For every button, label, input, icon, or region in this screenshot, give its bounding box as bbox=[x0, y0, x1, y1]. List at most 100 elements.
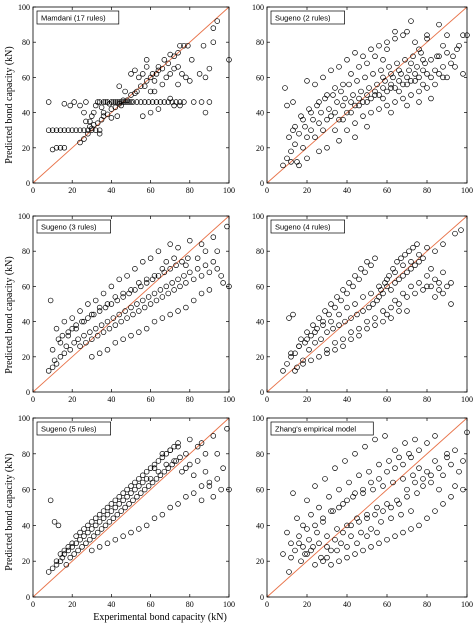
data-point bbox=[108, 115, 115, 121]
data-point bbox=[396, 276, 402, 283]
data-point bbox=[187, 436, 193, 443]
data-point bbox=[444, 50, 450, 56]
data-point bbox=[71, 339, 77, 346]
data-point bbox=[155, 273, 162, 279]
data-point bbox=[300, 116, 306, 123]
data-point bbox=[96, 130, 103, 137]
data-point bbox=[161, 468, 168, 475]
data-point bbox=[206, 269, 213, 276]
data-point bbox=[112, 104, 119, 111]
data-point bbox=[444, 74, 450, 81]
data-point bbox=[360, 490, 366, 496]
panel-label-box bbox=[36, 10, 120, 25]
data-point bbox=[440, 501, 446, 507]
data-point bbox=[96, 519, 103, 525]
data-point bbox=[352, 50, 358, 56]
data-point bbox=[412, 479, 418, 486]
data-point bbox=[380, 318, 386, 325]
data-point bbox=[334, 526, 340, 532]
data-point bbox=[388, 515, 394, 521]
data-point bbox=[376, 92, 382, 98]
plot-frame bbox=[266, 417, 468, 598]
data-point bbox=[73, 533, 79, 539]
data-point bbox=[202, 451, 209, 457]
data-point bbox=[382, 433, 388, 439]
data-point bbox=[53, 325, 60, 332]
data-point bbox=[306, 536, 312, 543]
data-point bbox=[145, 483, 152, 489]
data-point bbox=[145, 294, 152, 300]
data-point bbox=[394, 497, 400, 504]
x-tick-label: 60 bbox=[147, 600, 155, 609]
data-point bbox=[340, 287, 346, 293]
data-point bbox=[194, 255, 201, 261]
data-point bbox=[396, 501, 402, 507]
data-point bbox=[424, 71, 430, 77]
data-point bbox=[352, 134, 358, 140]
data-point bbox=[89, 547, 95, 554]
data-point bbox=[432, 508, 438, 514]
data-point bbox=[384, 468, 390, 475]
data-point bbox=[128, 304, 134, 311]
data-point bbox=[416, 88, 422, 95]
data-point bbox=[366, 468, 372, 475]
data-point bbox=[73, 322, 79, 328]
data-point bbox=[183, 451, 189, 457]
data-point bbox=[344, 304, 350, 311]
data-point bbox=[432, 433, 438, 439]
data-point bbox=[392, 35, 398, 42]
data-point bbox=[159, 511, 166, 518]
data-point bbox=[214, 266, 220, 272]
data-point bbox=[300, 145, 306, 151]
y-tick-label: 20 bbox=[256, 557, 264, 566]
data-point bbox=[302, 123, 308, 130]
data-point bbox=[324, 554, 330, 561]
data-point bbox=[386, 64, 392, 70]
data-point bbox=[85, 522, 91, 529]
data-point bbox=[153, 476, 160, 482]
data-point bbox=[386, 458, 392, 464]
data-point bbox=[424, 85, 430, 91]
data-point bbox=[384, 39, 390, 45]
data-point bbox=[132, 90, 138, 96]
data-point bbox=[106, 519, 113, 525]
data-point bbox=[396, 67, 402, 74]
data-point bbox=[460, 458, 466, 464]
data-point bbox=[348, 71, 354, 77]
data-point bbox=[308, 109, 314, 116]
data-point bbox=[392, 297, 398, 304]
data-point bbox=[155, 458, 162, 464]
data-point bbox=[100, 508, 107, 514]
data-point bbox=[400, 476, 406, 482]
data-point bbox=[440, 290, 446, 297]
reference-line bbox=[266, 6, 468, 184]
data-point bbox=[376, 540, 382, 547]
data-point bbox=[130, 99, 136, 105]
data-point bbox=[141, 304, 148, 311]
data-point bbox=[118, 508, 124, 514]
data-point bbox=[288, 540, 294, 547]
data-point bbox=[179, 259, 185, 265]
data-point bbox=[304, 551, 310, 557]
data-point bbox=[65, 127, 72, 133]
data-point bbox=[175, 81, 181, 88]
data-point bbox=[69, 127, 75, 133]
data-point bbox=[428, 95, 434, 102]
data-point bbox=[388, 504, 394, 511]
data-point bbox=[198, 290, 205, 297]
data-point bbox=[392, 465, 398, 471]
data-point bbox=[49, 565, 56, 572]
data-point bbox=[81, 526, 87, 532]
data-point bbox=[71, 99, 77, 105]
plot-frame bbox=[266, 215, 468, 393]
data-point bbox=[384, 46, 390, 52]
data-point bbox=[342, 458, 348, 464]
data-point bbox=[288, 354, 294, 360]
y-tick-label: 60 bbox=[22, 282, 30, 291]
data-point bbox=[408, 508, 414, 514]
data-point bbox=[89, 354, 95, 360]
data-point bbox=[198, 440, 205, 446]
data-point bbox=[153, 297, 160, 304]
data-point bbox=[96, 544, 103, 550]
x-axis-label: Experimental bond capacity (kN) bbox=[93, 612, 227, 623]
